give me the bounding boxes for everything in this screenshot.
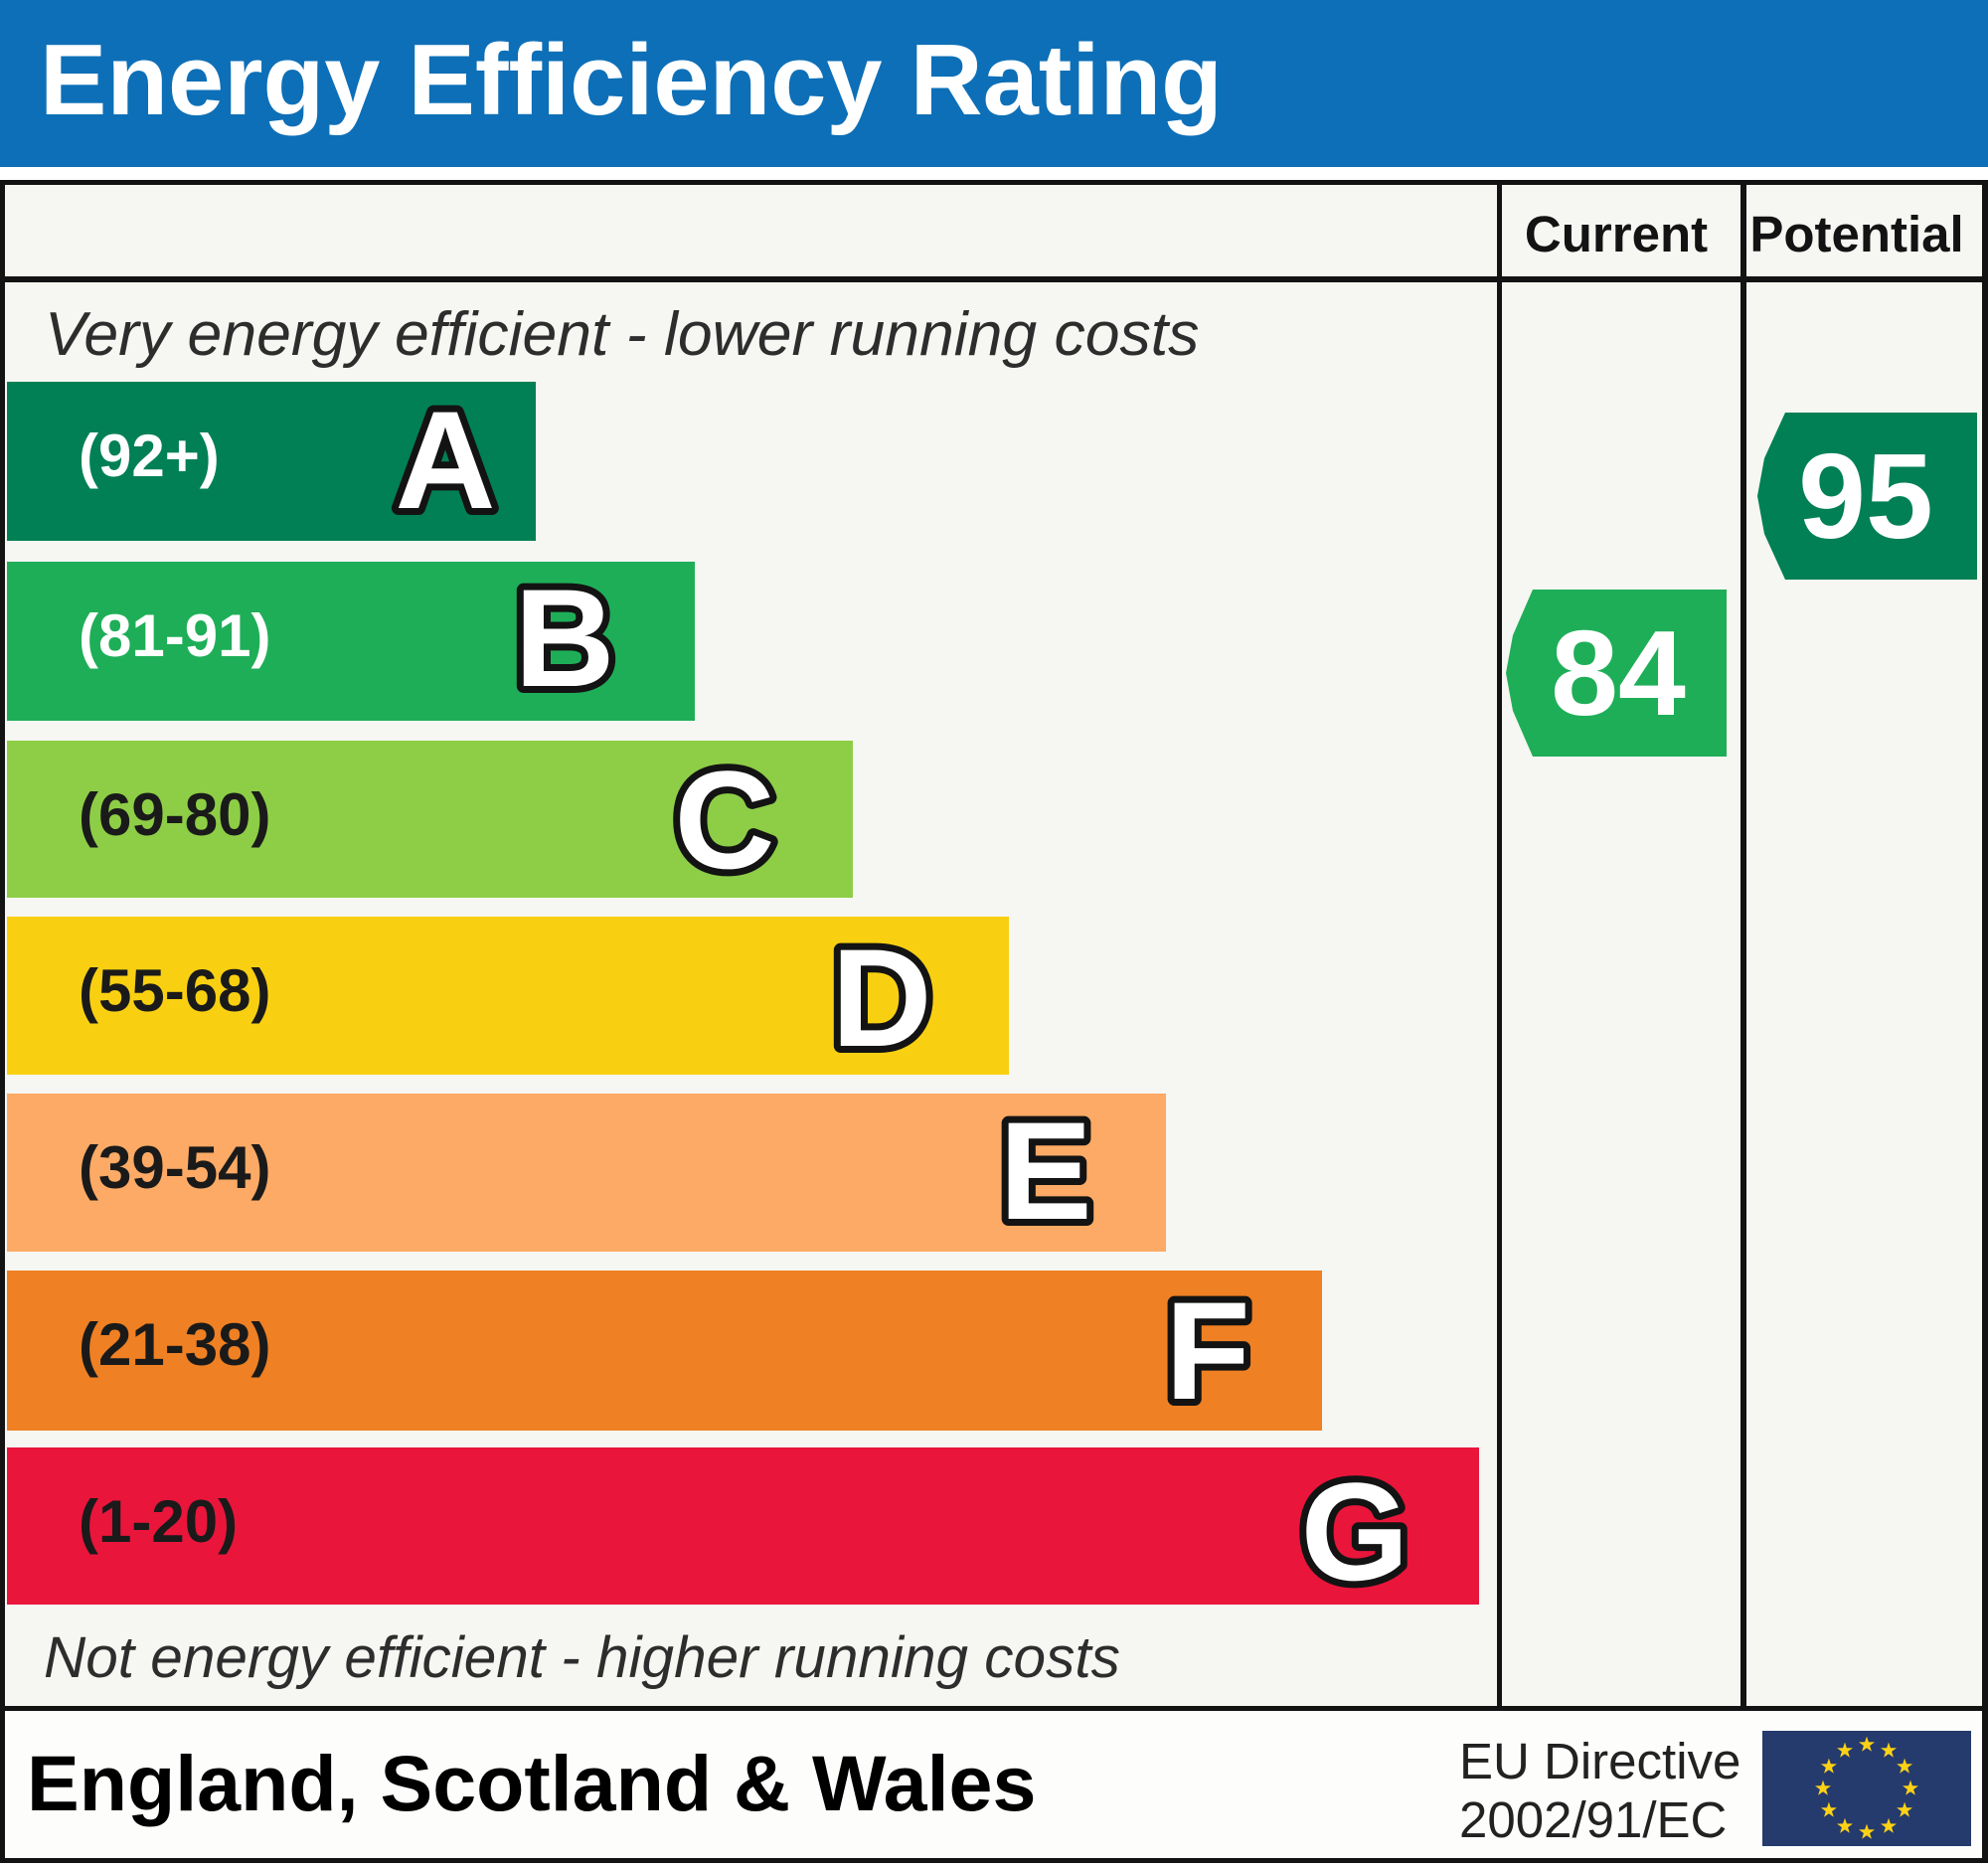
svg-text:F: F <box>1165 1279 1250 1429</box>
svg-text:A: A <box>395 389 495 538</box>
svg-text:95: 95 <box>1798 428 1933 564</box>
svg-text:84: 84 <box>1551 605 1686 741</box>
svg-text:D: D <box>831 927 931 1076</box>
svg-text:E: E <box>999 1100 1091 1249</box>
svg-text:G: G <box>1301 1460 1409 1610</box>
svg-text:B: B <box>514 567 614 716</box>
svg-text:C: C <box>674 749 774 898</box>
